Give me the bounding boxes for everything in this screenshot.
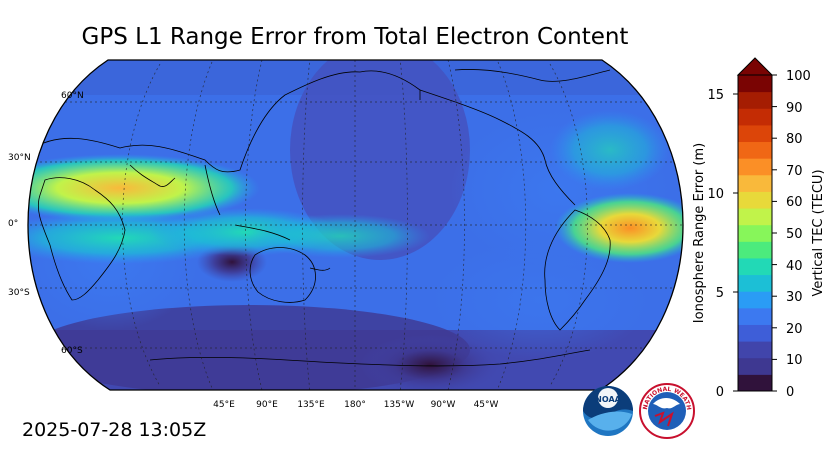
lon-label-135w: 135°W: [384, 400, 415, 410]
lat-label-60n: 60°N: [61, 91, 84, 101]
cb-left-tick-5: 5: [716, 286, 724, 301]
colorbar-segment: [738, 241, 772, 259]
colorbar-segment: [738, 108, 772, 126]
cb-right-tick-40: 40: [786, 259, 803, 274]
noaa-logo-text: NOAA: [595, 395, 621, 404]
colorbar-segment: [738, 174, 772, 192]
colorbar-segment: [738, 75, 772, 93]
page-title: GPS L1 Range Error from Total Electron C…: [81, 24, 629, 50]
colorbar-segment: [738, 324, 772, 342]
colorbar-segment: [738, 257, 772, 276]
tec-field: [28, 60, 683, 390]
cb-left-tick-10: 10: [707, 187, 724, 202]
cb-right-tick-80: 80: [786, 132, 803, 147]
colorbar-segment: [738, 191, 772, 209]
colorbar-segment: [738, 124, 772, 143]
cb-right-tick-70: 70: [786, 164, 803, 179]
colorbar-right-title: Vertical TEC (TECU): [811, 169, 826, 296]
timestamp: 2025-07-28 13:05Z: [22, 419, 207, 441]
lon-label-180: 180°: [344, 400, 366, 410]
lat-label-30n: 30°N: [8, 153, 31, 163]
colorbar-segment: [738, 224, 772, 242]
colorbar-segment: [738, 208, 772, 226]
colorbar-segment: [738, 357, 772, 375]
graticule: [28, 60, 683, 390]
cb-right-tick-90: 90: [786, 101, 803, 116]
colorbar: [738, 75, 772, 392]
coastlines: [29, 69, 611, 367]
colorbar-right-ticks: 0 10 20 30 40 50 60 70 80 90 100: [772, 69, 811, 400]
cb-right-tick-100: 100: [786, 69, 811, 84]
lon-label-45w: 45°W: [474, 400, 499, 410]
lat-label-30s: 30°S: [8, 288, 30, 298]
colorbar-segment: [738, 341, 772, 359]
colorbar-left-ticks: 0 5 10 15: [707, 88, 738, 400]
colorbar-segment: [738, 374, 772, 392]
colorbar-segment: [738, 307, 772, 325]
cb-left-tick-15: 15: [707, 88, 724, 103]
colorbar-segment: [738, 141, 772, 159]
cb-right-tick-50: 50: [786, 227, 803, 242]
cb-left-tick-0: 0: [716, 385, 724, 400]
colorbar-segment: [738, 291, 772, 309]
colorbar-segment: [738, 158, 772, 176]
cb-right-tick-0: 0: [786, 385, 794, 400]
lat-label-60s: 60°S: [61, 346, 83, 356]
cb-right-tick-20: 20: [786, 322, 803, 337]
colorbar-left-title: Ionosphere Range Error (m): [692, 143, 707, 323]
colorbar-segment: [738, 274, 772, 292]
cb-right-tick-30: 30: [786, 290, 803, 305]
cb-right-tick-60: 60: [786, 195, 803, 210]
lon-label-135e: 135°E: [297, 400, 325, 410]
colorbar-extend-arrow: [736, 57, 774, 76]
lon-label-90e: 90°E: [256, 400, 278, 410]
lon-label-90w: 90°W: [431, 400, 456, 410]
lon-label-45e: 45°E: [213, 400, 235, 410]
cb-right-tick-10: 10: [786, 353, 803, 368]
lat-label-0: 0°: [8, 219, 18, 229]
colorbar-segment: [738, 91, 772, 109]
noaa-logo: NOAA: [583, 386, 633, 436]
